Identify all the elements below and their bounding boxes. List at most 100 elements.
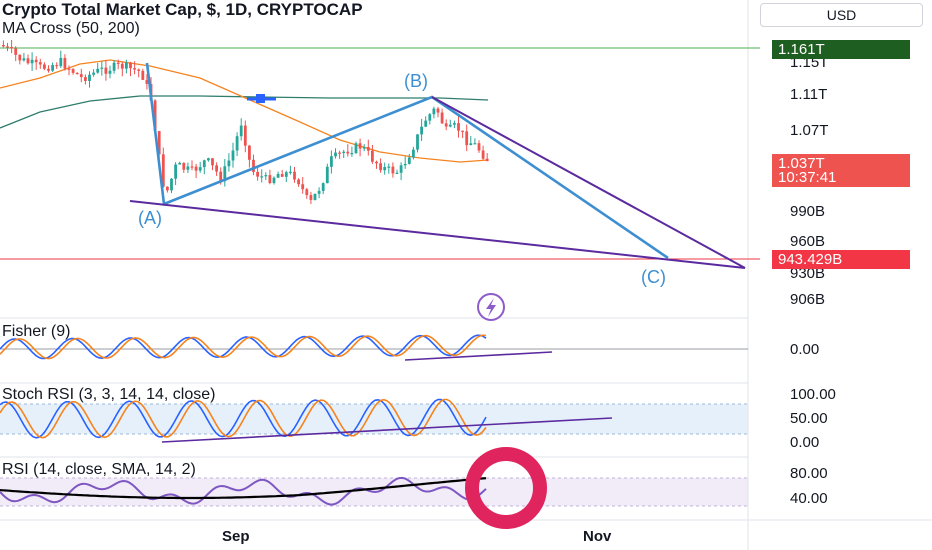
candle-body bbox=[235, 136, 239, 151]
candle-body bbox=[289, 171, 292, 173]
candle-body bbox=[30, 59, 34, 64]
candle-body bbox=[481, 150, 485, 159]
candle-body bbox=[153, 100, 157, 132]
candle-body bbox=[219, 171, 223, 182]
candle-body bbox=[461, 130, 464, 132]
resistance-price-tag: 1.161T bbox=[772, 40, 910, 59]
candle-body bbox=[371, 150, 374, 162]
candle-body bbox=[280, 174, 284, 177]
candle-body bbox=[79, 74, 83, 78]
candle-body bbox=[51, 65, 54, 71]
price-axis-label: 930B bbox=[790, 265, 826, 282]
fisher-trigger-line bbox=[0, 334, 487, 360]
candle-body bbox=[264, 175, 268, 177]
lightning-icon[interactable] bbox=[477, 293, 505, 321]
candle-body bbox=[358, 143, 362, 149]
candle-body bbox=[407, 157, 411, 164]
candle-body bbox=[375, 161, 378, 164]
candle-body bbox=[260, 176, 264, 178]
candle-body bbox=[141, 70, 145, 80]
fisher-pane-title[interactable]: Fisher (9) bbox=[2, 323, 71, 340]
candle-body bbox=[145, 79, 149, 84]
candle-body bbox=[346, 151, 350, 154]
candle-body bbox=[137, 69, 141, 71]
candle-body bbox=[366, 147, 370, 151]
candle-body bbox=[129, 62, 132, 69]
candle-body bbox=[243, 125, 247, 146]
candle-body bbox=[362, 147, 366, 149]
candle-body bbox=[412, 149, 415, 158]
candle-body bbox=[166, 186, 169, 191]
chart-title: Crypto Total Market Cap, $, 1D, CRYPTOCA… bbox=[2, 0, 363, 19]
rsi-axis-label: 80.00 bbox=[790, 465, 828, 482]
candle-body bbox=[453, 123, 456, 125]
currency-selector[interactable]: USD bbox=[760, 3, 923, 27]
candle-body bbox=[256, 171, 259, 177]
wave-label-c: (C) bbox=[641, 267, 666, 287]
candle-body bbox=[186, 166, 190, 170]
candle-body bbox=[387, 166, 391, 168]
candle-body bbox=[457, 123, 460, 131]
candle-body bbox=[133, 68, 136, 70]
candle-body bbox=[391, 166, 395, 174]
candle-body bbox=[338, 152, 341, 154]
candle-body bbox=[211, 158, 214, 166]
candle-body bbox=[182, 162, 186, 170]
candle-body bbox=[6, 46, 9, 48]
wedge-upper-trendline[interactable] bbox=[431, 96, 746, 269]
candle-body bbox=[88, 74, 91, 81]
candle-body bbox=[473, 143, 477, 145]
candle-body bbox=[231, 150, 235, 161]
candle-body bbox=[420, 126, 423, 135]
candle-body bbox=[448, 124, 452, 127]
price-axis-label: 906B bbox=[790, 291, 826, 308]
wedge-lower-trendline[interactable] bbox=[129, 200, 746, 269]
stoch-axis-label: 50.00 bbox=[790, 410, 828, 427]
candle-body bbox=[170, 178, 173, 191]
candle-body bbox=[116, 62, 120, 64]
candle-body bbox=[334, 152, 337, 157]
candle-body bbox=[403, 163, 407, 166]
candle-body bbox=[100, 67, 104, 69]
candle-body bbox=[75, 72, 79, 75]
candle-body bbox=[317, 190, 321, 194]
candle-body bbox=[104, 67, 108, 74]
candle-body bbox=[202, 160, 206, 168]
candle-body bbox=[92, 72, 95, 75]
candle-body bbox=[342, 151, 346, 153]
wave-marker-handle[interactable] bbox=[256, 94, 265, 103]
rsi-axis-label: 40.00 bbox=[790, 490, 828, 507]
candle-body bbox=[125, 62, 128, 69]
candle-body bbox=[252, 159, 255, 172]
stoch-trendline[interactable] bbox=[161, 417, 613, 443]
candle-body bbox=[313, 193, 317, 200]
rsi-pane-title[interactable]: RSI (14, close, SMA, 14, 2) bbox=[2, 461, 196, 478]
candle-body bbox=[305, 189, 309, 196]
candles-group[interactable] bbox=[2, 39, 489, 205]
price-axis-label: 990B bbox=[790, 203, 826, 220]
wave-label-a: (A) bbox=[138, 208, 162, 228]
stoch-k-line bbox=[0, 398, 487, 439]
price-axis-label: 1.07T bbox=[790, 122, 829, 139]
candle-body bbox=[485, 158, 489, 162]
time-axis-label: Nov bbox=[583, 528, 612, 545]
candle-body bbox=[59, 57, 63, 67]
candle-body bbox=[108, 70, 112, 74]
candle-body bbox=[379, 163, 382, 171]
price-axis-label: 1.11T bbox=[790, 86, 828, 103]
candle-body bbox=[10, 47, 13, 49]
fisher-trendline[interactable] bbox=[404, 351, 553, 361]
candle-body bbox=[293, 171, 296, 180]
stoch-pane-title[interactable]: Stoch RSI (3, 3, 14, 14, close) bbox=[2, 386, 216, 403]
elliott-wave-line[interactable] bbox=[145, 62, 669, 260]
candle-body bbox=[428, 114, 432, 121]
price-axis-label: 960B bbox=[790, 233, 826, 250]
rsi-highlight-circle[interactable] bbox=[465, 447, 547, 529]
candle-body bbox=[38, 62, 42, 65]
candle-body bbox=[18, 54, 22, 61]
time-axis-label: Sep bbox=[222, 528, 250, 545]
ma-cross-label[interactable]: MA Cross (50, 200) bbox=[2, 20, 140, 37]
candle-body bbox=[321, 183, 325, 191]
candle-body bbox=[399, 165, 403, 173]
